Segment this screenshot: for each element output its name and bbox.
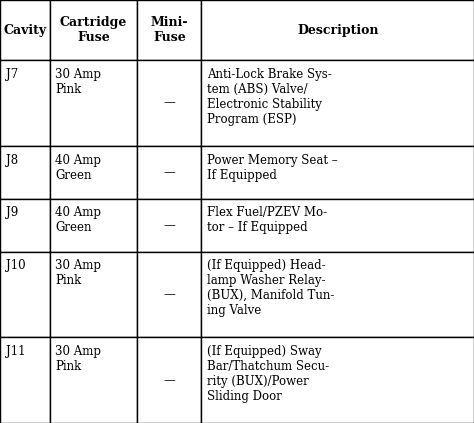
Text: J7: J7 — [6, 68, 18, 81]
Bar — [0, 60, 50, 146]
Text: J10: J10 — [6, 259, 25, 272]
Text: (If Equipped) Sway
Bar/Thatchum Secu-
rity (BUX)/Power
Sliding Door: (If Equipped) Sway Bar/Thatchum Secu- ri… — [207, 345, 329, 403]
Bar — [0, 0, 50, 60]
Text: Mini-
Fuse: Mini- Fuse — [151, 16, 188, 44]
Bar — [137, 0, 201, 60]
Text: Anti-Lock Brake Sys-
tem (ABS) Valve/
Electronic Stability
Program (ESP): Anti-Lock Brake Sys- tem (ABS) Valve/ El… — [207, 68, 332, 126]
Bar — [137, 199, 201, 252]
Text: 40 Amp
Green: 40 Amp Green — [55, 154, 101, 181]
Text: J9: J9 — [6, 206, 18, 220]
Bar — [201, 252, 474, 337]
Text: Cartridge
Fuse: Cartridge Fuse — [60, 16, 128, 44]
Bar — [137, 146, 201, 199]
Bar — [137, 60, 201, 146]
Bar — [201, 146, 474, 199]
Bar — [201, 337, 474, 423]
Text: —: — — [164, 166, 175, 179]
Text: —: — — [164, 219, 175, 232]
Bar — [50, 146, 137, 199]
Text: —: — — [164, 288, 175, 301]
Bar — [201, 60, 474, 146]
Text: —: — — [164, 96, 175, 110]
Text: 40 Amp
Green: 40 Amp Green — [55, 206, 101, 234]
Text: Description: Description — [297, 24, 378, 37]
Text: Power Memory Seat –
If Equipped: Power Memory Seat – If Equipped — [207, 154, 338, 181]
Bar — [0, 337, 50, 423]
Text: (If Equipped) Head-
lamp Washer Relay-
(BUX), Manifold Tun-
ing Valve: (If Equipped) Head- lamp Washer Relay- (… — [207, 259, 335, 317]
Bar — [0, 252, 50, 337]
Text: 30 Amp
Pink: 30 Amp Pink — [55, 345, 101, 373]
Bar — [0, 199, 50, 252]
Bar — [137, 337, 201, 423]
Bar — [137, 252, 201, 337]
Bar — [50, 199, 137, 252]
Text: 30 Amp
Pink: 30 Amp Pink — [55, 68, 101, 96]
Bar — [201, 199, 474, 252]
Text: J11: J11 — [6, 345, 25, 358]
Bar — [50, 60, 137, 146]
Bar — [50, 252, 137, 337]
Text: 30 Amp
Pink: 30 Amp Pink — [55, 259, 101, 287]
Bar — [201, 0, 474, 60]
Text: Flex Fuel/PZEV Mo-
tor – If Equipped: Flex Fuel/PZEV Mo- tor – If Equipped — [207, 206, 327, 234]
Bar — [50, 0, 137, 60]
Text: —: — — [164, 374, 175, 387]
Text: J8: J8 — [6, 154, 18, 167]
Bar — [0, 146, 50, 199]
Bar — [50, 337, 137, 423]
Text: Cavity: Cavity — [3, 24, 46, 37]
